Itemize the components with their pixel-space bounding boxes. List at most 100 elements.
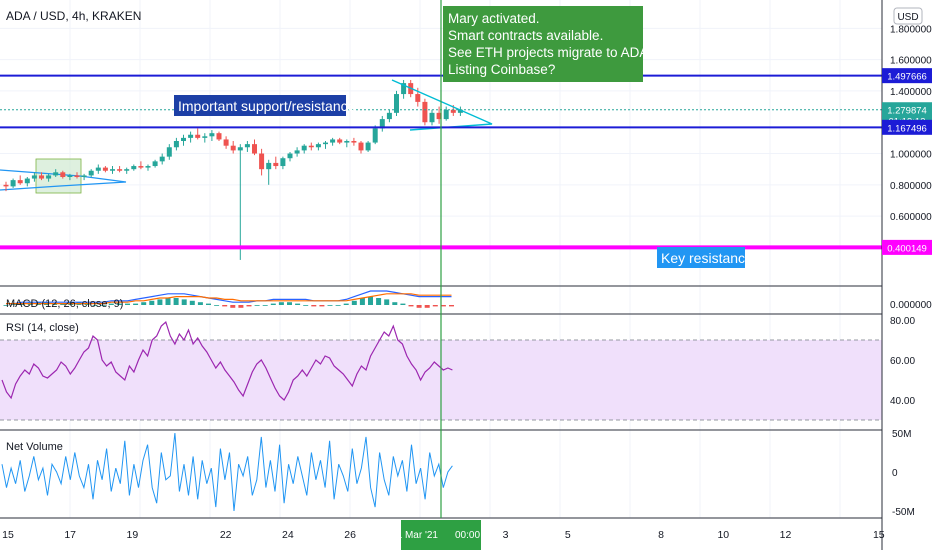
- price-pane[interactable]: [0, 79, 493, 260]
- candle-body: [280, 158, 286, 167]
- macd-histogram-bar: [311, 305, 317, 307]
- macd-histogram-bar: [230, 305, 236, 308]
- candle-body: [152, 161, 158, 167]
- volume-tick-label: -50M: [892, 507, 915, 518]
- macd-histogram-bar: [327, 305, 333, 306]
- currency-button[interactable]: [893, 7, 923, 25]
- price-level-badge: [882, 68, 932, 84]
- macd-histogram-bar: [84, 303, 90, 305]
- macd-histogram-bar: [254, 305, 260, 306]
- price-axis[interactable]: 1.4976661.27987401:19:131.1674960.400149…: [882, 24, 932, 518]
- candle-body: [351, 141, 357, 143]
- time-tick-label: 19: [127, 529, 139, 541]
- macd-histogram-bar: [432, 305, 438, 307]
- volume-tick-label: 0: [892, 468, 898, 479]
- macd-histogram-bar: [108, 303, 114, 305]
- macd-histogram-bar: [416, 305, 422, 308]
- macd-histogram-bar: [400, 303, 406, 305]
- price-tick-label: 1.000000: [890, 150, 932, 161]
- candle-body: [415, 94, 421, 102]
- macd-line: [6, 290, 452, 305]
- candle-body: [337, 139, 343, 143]
- candle-body: [181, 137, 186, 142]
- time-tick-label: 15: [2, 529, 14, 541]
- candle-body: [259, 153, 265, 170]
- candle-body: [24, 178, 30, 184]
- macd-histogram-bar: [149, 300, 155, 305]
- candle-body: [330, 139, 336, 143]
- candlesticks: [3, 79, 463, 260]
- candle-body: [358, 142, 364, 151]
- note-line-3: See ETH projects migrate to ADA?: [448, 45, 656, 60]
- candle-body: [46, 175, 52, 179]
- price-tick-label: 1.600000: [890, 56, 932, 67]
- rsi-line: [1, 320, 453, 401]
- macd-histogram-bar: [181, 299, 187, 305]
- macd-histogram-bar: [351, 300, 357, 305]
- candle-body: [102, 167, 108, 171]
- candle-body: [17, 180, 23, 184]
- candle-body: [301, 145, 307, 151]
- macd-histogram-bar: [376, 298, 382, 305]
- macd-histogram-bar: [278, 302, 284, 305]
- candle-body: [230, 145, 236, 151]
- macd-histogram-bar: [368, 296, 373, 305]
- macd-histogram-bar: [52, 303, 58, 305]
- rsi-title[interactable]: RSI (14, close): [6, 322, 79, 334]
- time-highlight-date: 01 Mar '21: [391, 530, 438, 541]
- candle-body: [166, 147, 172, 157]
- price-level-badge: [882, 239, 932, 255]
- candle-body: [67, 175, 73, 177]
- macd-histogram-bar: [287, 302, 292, 305]
- volume-title[interactable]: Net Volume: [6, 441, 63, 453]
- macd-histogram-bar: [449, 305, 454, 307]
- time-tick-label: 15: [873, 529, 885, 541]
- currency-label: USD: [897, 12, 918, 23]
- macd-histogram-bar: [440, 305, 446, 307]
- macd-histogram-bar: [319, 305, 325, 307]
- candle-body: [131, 166, 137, 170]
- macd-histogram-bar: [100, 305, 106, 306]
- candle-body: [124, 169, 130, 171]
- candle-body: [74, 175, 80, 177]
- candle-body: [379, 119, 385, 129]
- candle-body: [294, 150, 300, 154]
- candle-body: [39, 175, 44, 179]
- time-tick-label: 22: [220, 529, 232, 541]
- candle-body: [422, 101, 428, 123]
- macd-signal-line: [6, 293, 452, 305]
- candle-body: [266, 162, 272, 170]
- candle-body: [287, 153, 293, 159]
- time-highlight-badge: [401, 520, 481, 550]
- candle-body: [81, 175, 87, 177]
- macd-histogram-bar: [165, 298, 171, 305]
- price-level-label: 1.497666: [887, 72, 927, 83]
- candle-body: [202, 136, 208, 138]
- macd-histogram-bar: [262, 305, 268, 306]
- macd-histogram-bar: [197, 302, 203, 305]
- candle-body: [138, 166, 144, 168]
- macd-pane[interactable]: [3, 290, 455, 308]
- time-axis[interactable]: 15 17 19 22 24 26 3 5 8 10 12 15 01 Mar '21 00:00: [2, 520, 885, 550]
- candle-body: [344, 141, 350, 143]
- macd-histogram-bar: [11, 303, 17, 305]
- macd-histogram-bar: [206, 303, 211, 305]
- candle-body: [386, 112, 392, 120]
- candle-body: [237, 147, 243, 151]
- macd-histogram-bar: [157, 299, 163, 305]
- candle-body: [88, 170, 94, 176]
- price-tick-label: 0.800000: [890, 181, 932, 192]
- key-label-box: [657, 247, 745, 268]
- macd-histogram-bar: [424, 305, 430, 308]
- candle-body: [401, 83, 407, 95]
- macd-histogram-bar: [189, 300, 195, 305]
- note-line-1: Mary activated.: [448, 11, 540, 26]
- candle-body: [10, 180, 16, 187]
- rsi-tick-label: 80.00: [890, 316, 915, 327]
- macd-histogram-bar: [384, 299, 390, 305]
- time-tick-label: 26: [344, 529, 356, 541]
- volume-pane[interactable]: [1, 432, 453, 512]
- macd-histogram-bar: [3, 305, 9, 306]
- macd-title[interactable]: MACD (12, 26, close, 9): [6, 298, 123, 310]
